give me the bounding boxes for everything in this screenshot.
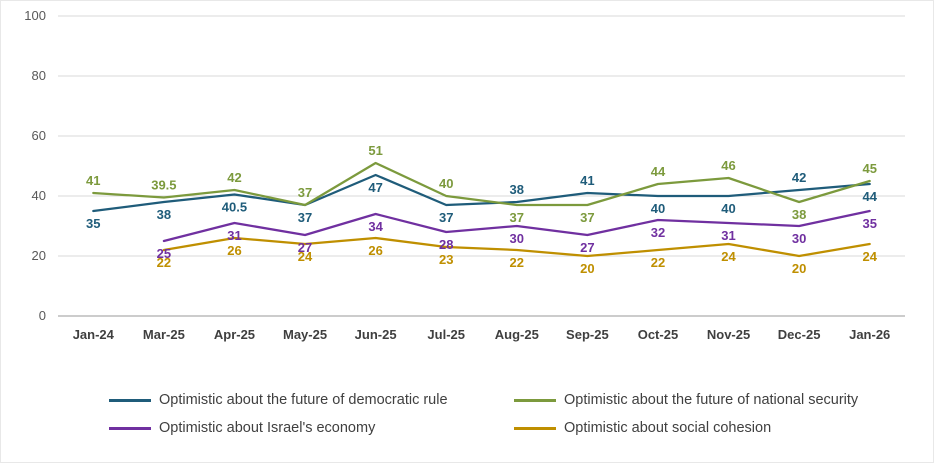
data-label: 38 xyxy=(792,207,806,222)
data-label: 22 xyxy=(651,255,665,270)
legend-label: Optimistic about social cohesion xyxy=(564,420,772,436)
data-label: 46 xyxy=(721,158,735,173)
x-axis-tick-label: May-25 xyxy=(283,327,327,342)
x-axis-tick-label: Apr-25 xyxy=(214,327,255,342)
data-label: 38 xyxy=(510,182,524,197)
x-axis-tick-label: Jul-25 xyxy=(427,327,465,342)
data-label: 37 xyxy=(580,210,594,225)
y-axis-tick-label: 40 xyxy=(32,188,46,203)
x-axis-tick-label: Aug-25 xyxy=(495,327,539,342)
data-label: 40 xyxy=(439,176,453,191)
data-label: 42 xyxy=(792,170,806,185)
data-label: 35 xyxy=(862,216,876,231)
data-label: 30 xyxy=(792,231,806,246)
x-axis-tick-label: Jun-25 xyxy=(355,327,397,342)
data-label: 24 xyxy=(721,249,736,264)
data-label: 24 xyxy=(298,249,313,264)
data-label: 45 xyxy=(862,161,876,176)
y-axis-tick-label: 0 xyxy=(39,308,46,323)
data-label: 26 xyxy=(368,243,382,258)
y-axis-tick-label: 100 xyxy=(24,8,46,23)
x-axis-tick-label: Jan-26 xyxy=(849,327,890,342)
x-axis-tick-label: Oct-25 xyxy=(638,327,678,342)
x-axis-tick-label: Nov-25 xyxy=(707,327,750,342)
data-label: 28 xyxy=(439,237,453,252)
legend-label: Optimistic about the future of democrati… xyxy=(159,392,448,408)
x-axis-tick-label: Jan-24 xyxy=(73,327,115,342)
data-label: 30 xyxy=(510,231,524,246)
data-label: 22 xyxy=(157,255,171,270)
data-label: 38 xyxy=(157,207,171,222)
data-label: 27 xyxy=(298,240,312,255)
legend-item: Optimistic about the future of national … xyxy=(514,392,919,408)
data-label: 20 xyxy=(580,261,594,276)
legend-line-marker xyxy=(514,426,556,430)
data-label: 44 xyxy=(651,164,666,179)
data-label: 32 xyxy=(651,225,665,240)
y-axis-tick-label: 60 xyxy=(32,128,46,143)
x-axis-tick-label: Sep-25 xyxy=(566,327,609,342)
legend-line-marker xyxy=(514,398,556,402)
data-label: 51 xyxy=(368,143,382,158)
data-label: 40 xyxy=(651,201,665,216)
data-label: 24 xyxy=(862,249,877,264)
data-label: 26 xyxy=(227,243,241,258)
data-label: 41 xyxy=(86,173,100,188)
legend-item: Optimistic about social cohesion xyxy=(514,420,919,436)
x-axis-tick-label: Dec-25 xyxy=(778,327,821,342)
series-line xyxy=(92,161,871,207)
legend-line-marker xyxy=(109,426,151,430)
data-label: 22 xyxy=(510,255,524,270)
data-label: 39.5 xyxy=(151,178,176,193)
data-label: 23 xyxy=(439,252,453,267)
data-label: 40.5 xyxy=(222,200,247,215)
data-label: 35 xyxy=(86,216,100,231)
data-label: 25 xyxy=(157,246,171,261)
series-line xyxy=(92,173,871,213)
data-label: 37 xyxy=(439,210,453,225)
data-label: 20 xyxy=(792,261,806,276)
data-label: 31 xyxy=(721,228,735,243)
data-label: 47 xyxy=(368,180,382,195)
data-label: 37 xyxy=(298,210,312,225)
data-label: 44 xyxy=(862,189,877,204)
legend-line-marker xyxy=(109,398,151,402)
series-line xyxy=(162,209,871,243)
legend-item: Optimistic about Israel's economy xyxy=(109,420,514,436)
legend-item: Optimistic about the future of democrati… xyxy=(109,392,514,408)
legend: Optimistic about the future of democrati… xyxy=(109,392,933,436)
data-label: 40 xyxy=(721,201,735,216)
data-label: 42 xyxy=(227,170,241,185)
data-label: 41 xyxy=(580,173,594,188)
data-label: 37 xyxy=(510,210,524,225)
data-label: 34 xyxy=(368,219,383,234)
legend-label: Optimistic about the future of national … xyxy=(564,392,859,408)
data-label: 31 xyxy=(227,228,241,243)
y-axis-tick-label: 20 xyxy=(32,248,46,263)
data-label: 37 xyxy=(298,185,312,200)
data-label: 27 xyxy=(580,240,594,255)
plot-area: 0 20 40 60 80 100 Jan-24 Mar-25 Apr-25 May-25 Jun-… xyxy=(24,8,905,342)
legend-label: Optimistic about Israel's economy xyxy=(159,420,376,436)
y-axis-tick-label: 80 xyxy=(32,68,46,83)
series-line xyxy=(162,236,871,258)
x-axis-tick-label: Mar-25 xyxy=(143,327,185,342)
